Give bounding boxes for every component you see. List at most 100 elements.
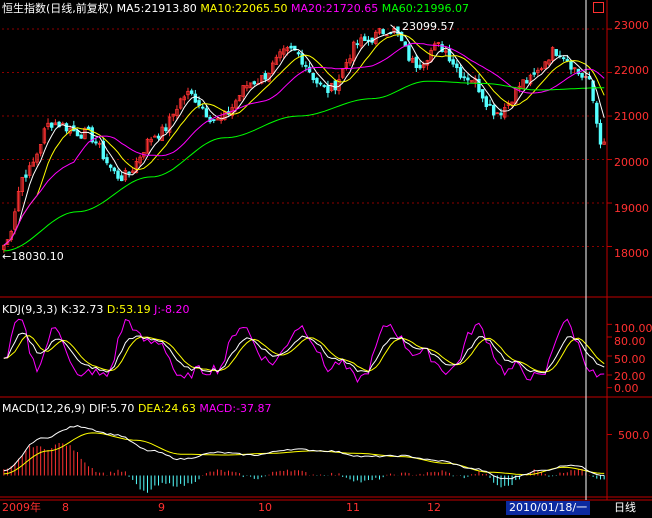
candle-body-125 — [462, 76, 466, 79]
candle-body-131 — [484, 96, 489, 107]
high-annotation: 23099.57 — [402, 20, 455, 33]
candle-body-79 — [293, 45, 297, 51]
y-tick-main-5: 18000 — [614, 247, 649, 260]
y-tick-main-2: 21000 — [614, 110, 649, 123]
candle-body-43 — [160, 126, 164, 142]
candle-body-46 — [171, 113, 175, 117]
candle-body-25 — [94, 141, 98, 144]
candle-body-44 — [164, 127, 168, 132]
panel-toggle-button[interactable] — [593, 2, 604, 13]
candle-body-86 — [318, 82, 323, 85]
candle-body-42 — [156, 135, 161, 139]
candle-body-150 — [554, 49, 558, 56]
candle-body-6 — [24, 174, 28, 178]
y-tick-kdj-2: 50.00 — [614, 353, 646, 366]
candle-body-114 — [421, 63, 426, 68]
candle-body-13 — [50, 122, 54, 128]
candle-body-120 — [444, 50, 448, 53]
ma10-label: MA10:22065.50 — [200, 2, 288, 15]
x-tick-1: 8 — [62, 501, 69, 514]
candle-body-135 — [499, 112, 503, 116]
candle-body-103 — [381, 29, 385, 35]
candle-body-112 — [414, 56, 419, 68]
candle-body-148 — [547, 59, 551, 65]
candle-body-154 — [569, 60, 573, 70]
candle-body-88 — [326, 85, 330, 93]
candle-body-35 — [131, 170, 135, 173]
candle-body-37 — [138, 156, 142, 164]
y-tick-main-1: 22000 — [614, 64, 649, 77]
candle-body-63 — [234, 100, 238, 109]
candle-body-122 — [451, 59, 455, 65]
x-tick-5: 12 — [427, 501, 441, 514]
candle-body-11 — [42, 128, 47, 144]
candle-body-147 — [543, 61, 547, 69]
candle-body-32 — [119, 175, 124, 182]
ma20-line — [3, 42, 605, 246]
candle-body-39 — [145, 138, 150, 154]
candle-body-17 — [64, 123, 69, 132]
candle-body-121 — [447, 48, 452, 62]
candle-body-102 — [377, 28, 382, 34]
candle-body-93 — [344, 62, 349, 69]
candle-body-59 — [219, 117, 223, 121]
candle-body-162 — [598, 122, 603, 145]
candle-body-81 — [300, 53, 304, 65]
kdj-j-label: J:-8.20 — [154, 303, 190, 316]
candle-body-54 — [201, 106, 205, 109]
y-tick-kdj-0: 100.00 — [614, 322, 652, 335]
candle-body-82 — [304, 64, 308, 67]
macd-macd-label: MACD:-37.87 — [199, 402, 272, 415]
candle-body-10 — [38, 144, 43, 154]
candle-body-27 — [101, 140, 105, 160]
low-annotation: ←18030.10 — [2, 250, 64, 263]
y-tick-kdj-1: 80.00 — [614, 335, 646, 348]
y-tick-main-0: 23000 — [614, 19, 649, 32]
candle-body-36 — [134, 160, 139, 174]
candle-body-133 — [491, 105, 496, 116]
candle-body-152 — [561, 57, 566, 60]
candle-body-84 — [311, 72, 315, 81]
candle-body-15 — [57, 121, 61, 128]
candle-body-157 — [580, 72, 584, 78]
y-tick-kdj-4: 0.00 — [614, 382, 639, 395]
y-tick-macd-0: 500.0 — [618, 429, 650, 442]
candle-body-104 — [385, 34, 389, 37]
candle-body-66 — [245, 85, 249, 89]
candle-body-123 — [455, 63, 459, 69]
candle-body-111 — [410, 57, 415, 63]
macd-dif-line — [3, 425, 605, 480]
y-tick-main-4: 19000 — [614, 202, 649, 215]
candle-body-41 — [153, 135, 157, 138]
ma60-line — [3, 80, 605, 252]
candle-body-119 — [440, 44, 444, 53]
candle-body-40 — [149, 138, 153, 143]
high-marker — [390, 24, 401, 34]
candle-body-94 — [348, 58, 352, 64]
x-tick-3: 10 — [258, 501, 272, 514]
candle-body-98 — [363, 36, 367, 42]
candle-body-67 — [248, 82, 253, 89]
candle-body-50 — [186, 90, 190, 96]
candle-body-130 — [480, 89, 485, 99]
macd-dea-line — [3, 432, 605, 476]
candle-body-34 — [127, 171, 131, 174]
candle-body-127 — [469, 80, 474, 83]
period-tab-daily[interactable]: 日线 — [614, 501, 636, 514]
candle-body-74 — [274, 56, 279, 65]
candle-body-68 — [252, 81, 256, 85]
candle-body-95 — [352, 41, 356, 62]
macd-legend: MACD(12,26,9) DIF:5.70 DEA:24.63 MACD:-3… — [2, 402, 272, 415]
candle-body-129 — [477, 78, 481, 93]
main-title: 恒生指数(日线,前复权) — [2, 2, 114, 15]
kdj-title: KDJ(9,3,3) — [2, 303, 58, 316]
kdj-d-label: D:53.19 — [106, 303, 151, 316]
ma5-label: MA5:21913.80 — [116, 2, 197, 15]
candle-body-31 — [116, 170, 120, 179]
candle-body-47 — [175, 108, 179, 116]
candle-body-21 — [79, 134, 83, 139]
candle-body-3 — [13, 211, 17, 230]
candle-body-83 — [307, 66, 312, 73]
candle-body-7 — [27, 165, 32, 176]
